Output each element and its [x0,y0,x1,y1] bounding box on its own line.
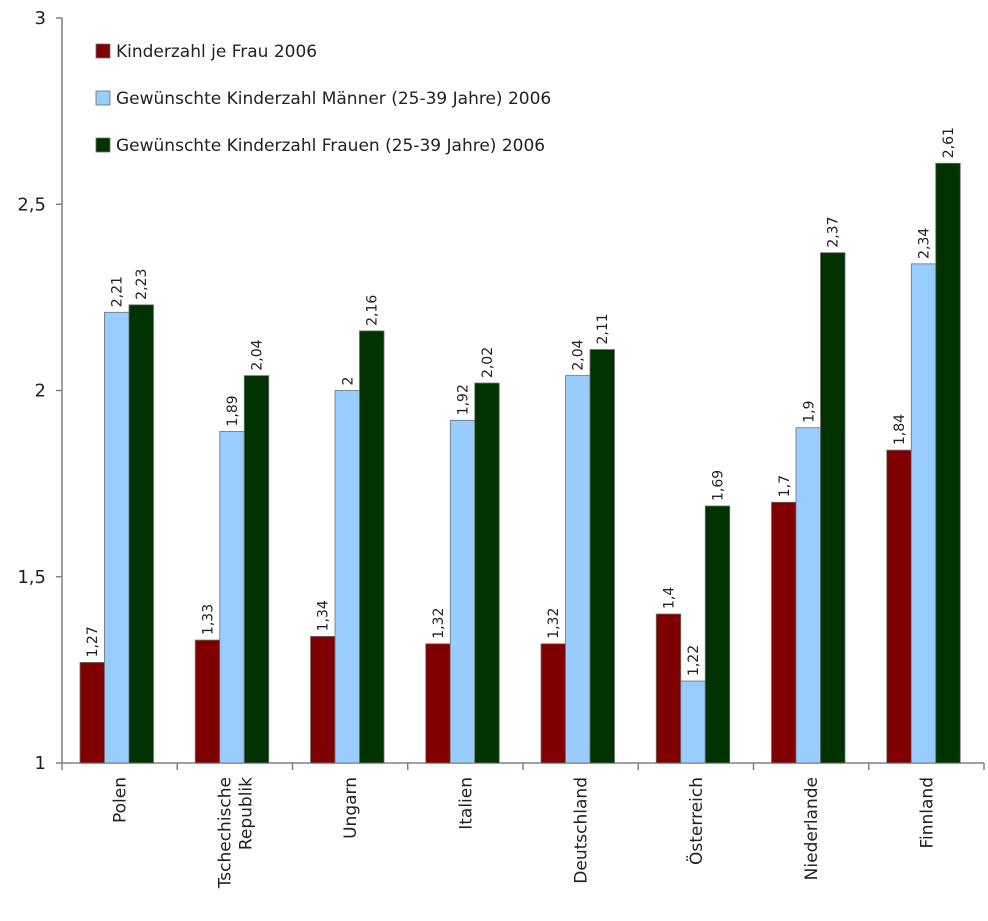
data-label: 2,37 [826,217,842,248]
y-tick-label: 1 [35,753,46,774]
x-tick-label: Deutschland [572,777,592,884]
legend-swatch [95,43,111,59]
bar [243,375,270,764]
y-tick-label: 3 [35,8,46,29]
data-label: 2,23 [134,269,150,300]
x-tick-label: Republik [236,777,256,850]
data-label: 2,02 [480,347,496,378]
data-labels: 1,27 1,33 1,34 1,32 1,32 1,4 1,7 1,84 2,21 1,89 2 1… [85,127,957,676]
bar [359,330,385,764]
data-label: 2,61 [941,127,957,158]
data-label: 1,34 [316,600,332,631]
data-label: 2,16 [365,295,381,326]
bar [128,304,154,764]
bar [589,349,615,764]
data-label: 1,27 [85,626,101,657]
data-label: 1,32 [546,608,562,639]
bar [104,311,130,764]
bar [795,427,821,764]
x-tick-label: Finnland [917,777,937,849]
data-label: 1,92 [456,384,472,415]
x-tick-label: Polen [111,777,131,823]
data-label: 2,21 [110,276,126,307]
y-tick-label: 1,5 [17,567,46,588]
bar [680,680,706,764]
bar [449,419,476,764]
bar [79,662,105,764]
data-label: 1,84 [892,414,908,445]
bar [704,505,731,764]
x-tick-label: Niederlande [802,777,822,880]
legend-swatch [95,90,111,106]
x-tick-label: Österreich [685,777,707,865]
bar [310,635,336,764]
data-label: 2 [340,377,356,386]
y-tick-label: 2,5 [17,194,46,215]
bar [820,252,846,764]
axes: 1 1,5 2 2,5 3 Polen Tschechische Republik Ungarn… [17,8,985,889]
x-tick-label: Italien [456,777,476,830]
bar [474,382,500,764]
data-label: 1,7 [777,475,793,497]
bar [219,431,245,764]
legend: Kinderzahl je Frau 2006 Gewünschte Kinder… [95,42,551,156]
data-label: 1,9 [801,400,817,422]
y-tick-label: 2 [35,381,46,402]
data-label: 1,22 [686,645,702,676]
bar [655,613,682,764]
bar [565,375,591,764]
bar [935,162,961,764]
bar [540,643,566,764]
data-label: 2,04 [250,339,266,370]
legend-label: Kinderzahl je Frau 2006 [116,42,317,62]
data-label: 1,89 [225,395,241,426]
legend-label: Gewünschte Kinderzahl Männer (25-39 Jahr… [116,89,551,109]
bar [886,449,912,764]
data-label: 1,69 [711,470,727,501]
bar [194,639,221,764]
data-label: 2,04 [571,339,587,370]
data-label: 2,11 [595,313,611,344]
x-tick-label: Ungarn [341,777,361,839]
bars [79,162,961,764]
bar [910,263,937,764]
data-label: 2,34 [917,228,933,259]
bar [425,643,451,764]
bar [334,390,360,764]
data-label: 1,32 [431,608,447,639]
data-label: 1,4 [662,587,678,609]
legend-label: Gewünschte Kinderzahl Frauen (25-39 Jahr… [116,136,545,156]
data-label: 1,33 [201,604,217,635]
bar [771,501,797,764]
x-tick-label: Tschechische [215,777,235,889]
legend-swatch [95,137,111,153]
